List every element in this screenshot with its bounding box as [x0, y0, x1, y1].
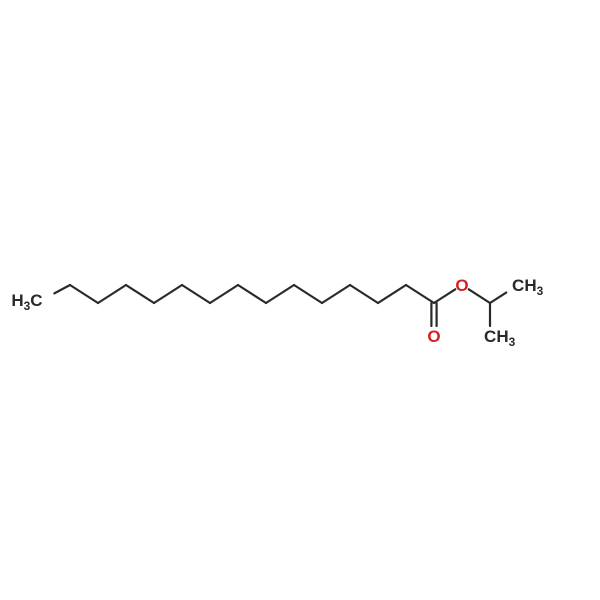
c-atom-label: CH3 [484, 327, 516, 349]
o-atom-label: O [455, 276, 468, 295]
bond-line [154, 285, 182, 303]
bond-line [238, 285, 266, 303]
bond-line [70, 285, 98, 303]
bond-line [182, 285, 210, 303]
bond-line [322, 285, 350, 303]
c-atom-label: H3C [11, 291, 42, 313]
bond-line [490, 293, 506, 303]
c-atom-label: CH3 [512, 276, 544, 298]
bond-line [98, 285, 126, 303]
bond-line [210, 285, 238, 303]
bond-line [434, 289, 455, 303]
bond-line [54, 285, 70, 293]
bond-line [406, 285, 434, 303]
o-atom-label: O [427, 327, 440, 346]
bond-line [378, 285, 406, 303]
chemical-structure-diagram: H3C O O CH3 CH3 [0, 0, 600, 600]
bond-line [350, 285, 378, 303]
bond-line [126, 285, 154, 303]
bond-line [469, 289, 490, 303]
bond-line [294, 285, 322, 303]
bond-line [266, 285, 294, 303]
